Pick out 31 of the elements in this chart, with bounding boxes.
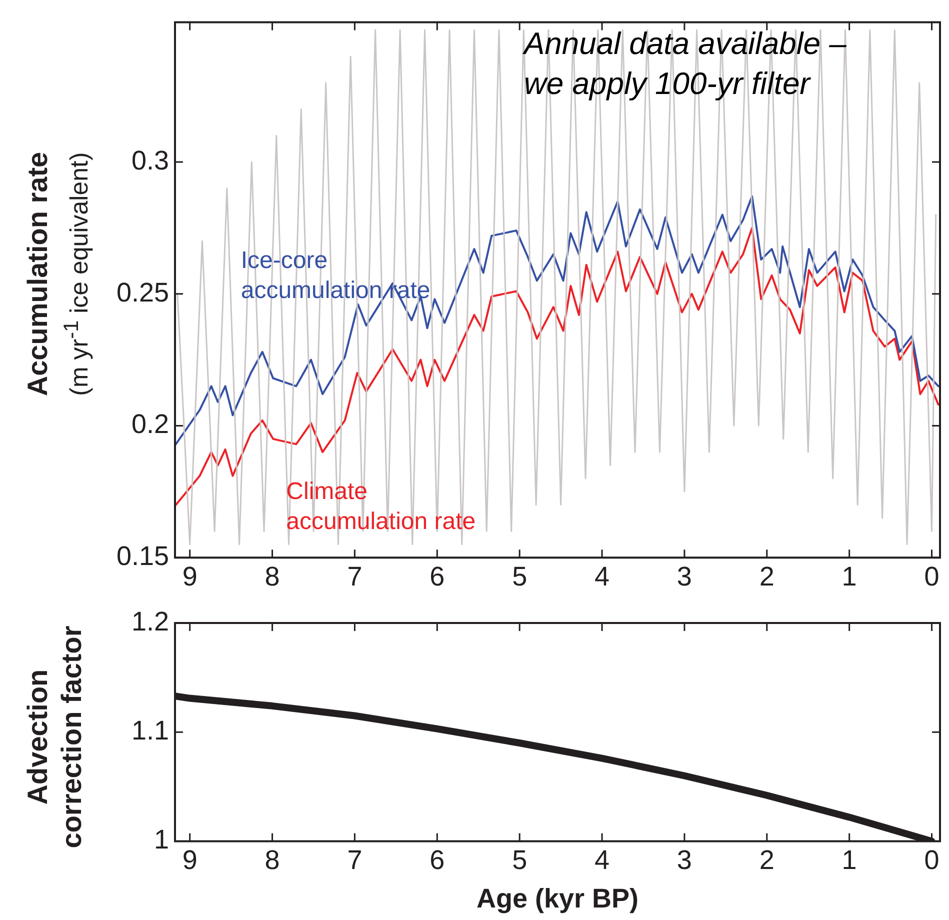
x-tick-label: 4 <box>594 844 610 875</box>
x-tick-label: 2 <box>759 844 774 875</box>
y-tick-label: 0.2 <box>131 409 169 440</box>
series-label: Climate accumulation rate <box>286 478 476 536</box>
y-tick-label: 1.2 <box>131 606 169 636</box>
x-tick-label: 2 <box>759 561 774 592</box>
x-tick-label: 8 <box>264 844 280 875</box>
x-axis-title: Age (kyr BP) <box>476 883 639 914</box>
x-tick-label: 9 <box>182 561 198 592</box>
y-tick-label: 0.25 <box>116 277 169 308</box>
x-tick-label: 7 <box>347 561 362 592</box>
x-tick-label: 9 <box>182 844 198 875</box>
x-tick-label: 1 <box>842 844 857 875</box>
x-tick-label: 0 <box>924 561 940 592</box>
x-tick-label: 7 <box>347 844 362 875</box>
annotation: Annual data available – we apply 100-yr filter <box>524 25 846 103</box>
y-tick-label: 0.3 <box>131 145 169 176</box>
y-axis-title: Advection correction factor <box>21 624 88 850</box>
y-tick-label: 1 <box>154 824 169 855</box>
x-tick-label: 0 <box>924 844 940 875</box>
x-tick-label: 6 <box>430 844 445 875</box>
x-tick-label: 5 <box>512 844 528 875</box>
x-tick-label: 6 <box>430 561 445 592</box>
x-tick-label: 3 <box>676 844 692 875</box>
x-tick-label: 5 <box>512 561 528 592</box>
x-tick-label: 1 <box>842 561 857 592</box>
x-tick-label: 8 <box>264 561 280 592</box>
y-tick-label: 0.15 <box>116 541 169 572</box>
x-tick-label: 3 <box>676 561 692 592</box>
x-tick-label: 4 <box>594 561 610 592</box>
y-tick-label: 1.1 <box>131 716 169 746</box>
